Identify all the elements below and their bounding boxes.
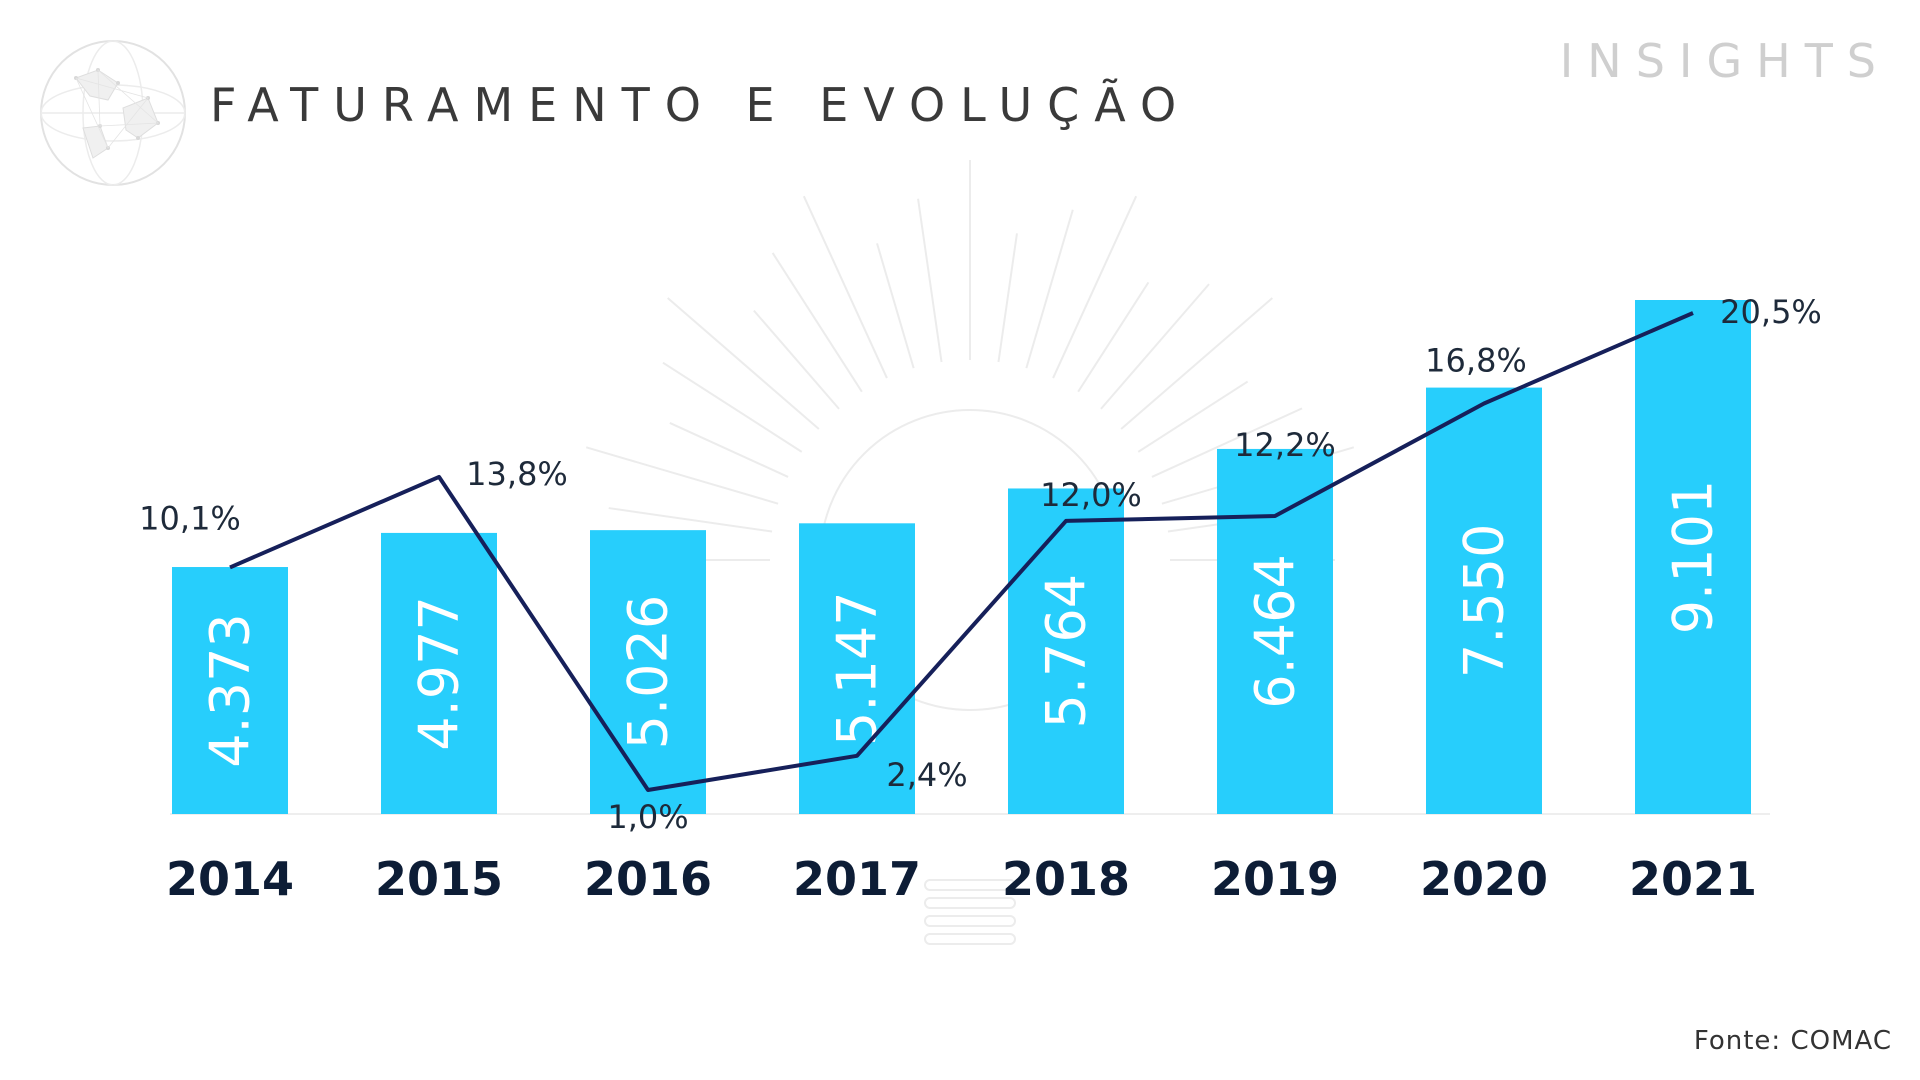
growth-label-2017: 2,4% — [886, 756, 967, 794]
bar-value-label-2015: 4.977 — [408, 596, 471, 751]
year-label-2021: 2021 — [1629, 852, 1757, 906]
growth-label-2020: 16,8% — [1425, 342, 1527, 380]
growth-label-2021: 20,5% — [1720, 293, 1822, 331]
year-label-2016: 2016 — [584, 852, 712, 906]
bar-2014 — [172, 567, 288, 814]
growth-label-2014: 10,1% — [139, 499, 241, 537]
bar-value-label-2017: 5.147 — [826, 591, 889, 746]
source-note: Fonte: COMAC — [1693, 1026, 1892, 1056]
bar-2019 — [1217, 448, 1333, 814]
bar-value-label-2020: 7.550 — [1453, 524, 1516, 679]
bar-value-label-2018: 5.764 — [1035, 574, 1098, 729]
bar-value-label-2016: 5.026 — [617, 595, 680, 750]
bar-2021 — [1635, 300, 1751, 814]
globe-network-icon — [40, 40, 186, 186]
growth-labels-layer: 10,1% 13,8% 1,0% 2,4% 12,0% 12,2% 16,8% 20,5% — [139, 293, 1822, 836]
bar-2017 — [799, 523, 915, 814]
year-label-2018: 2018 — [1002, 852, 1130, 906]
year-label-2015: 2015 — [375, 852, 503, 906]
growth-label-2015: 13,8% — [466, 455, 568, 493]
brand-logo-text: INSIGHTS — [1559, 34, 1890, 88]
bar-2015 — [381, 532, 497, 814]
bar-value-label-2021: 9.101 — [1662, 480, 1725, 635]
growth-label-2018: 12,0% — [1040, 476, 1142, 514]
bar-2020 — [1426, 387, 1542, 814]
year-label-2017: 2017 — [793, 852, 921, 906]
bar-value-label-2019: 6.464 — [1244, 554, 1307, 709]
growth-label-2019: 12,2% — [1234, 426, 1336, 464]
growth-label-2016: 1,0% — [607, 798, 688, 836]
bar-2018 — [1008, 488, 1124, 814]
bar-value-label-2014: 4.373 — [199, 613, 262, 768]
page-title: FATURAMENTO E EVOLUÇÃO — [210, 78, 1192, 132]
year-label-2019: 2019 — [1211, 852, 1339, 906]
bars-layer — [172, 300, 1751, 814]
year-label-2014: 2014 — [166, 852, 294, 906]
bar-value-labels-layer: 4.373 4.977 5.026 5.147 5.764 6.464 7.550 9.101 — [199, 480, 1725, 768]
growth-line-series — [229, 311, 1694, 792]
year-label-2020: 2020 — [1420, 852, 1548, 906]
year-labels-layer: 2014 2015 2016 2017 2018 2019 2020 2021 — [166, 852, 1757, 906]
bar-2016 — [590, 530, 706, 814]
